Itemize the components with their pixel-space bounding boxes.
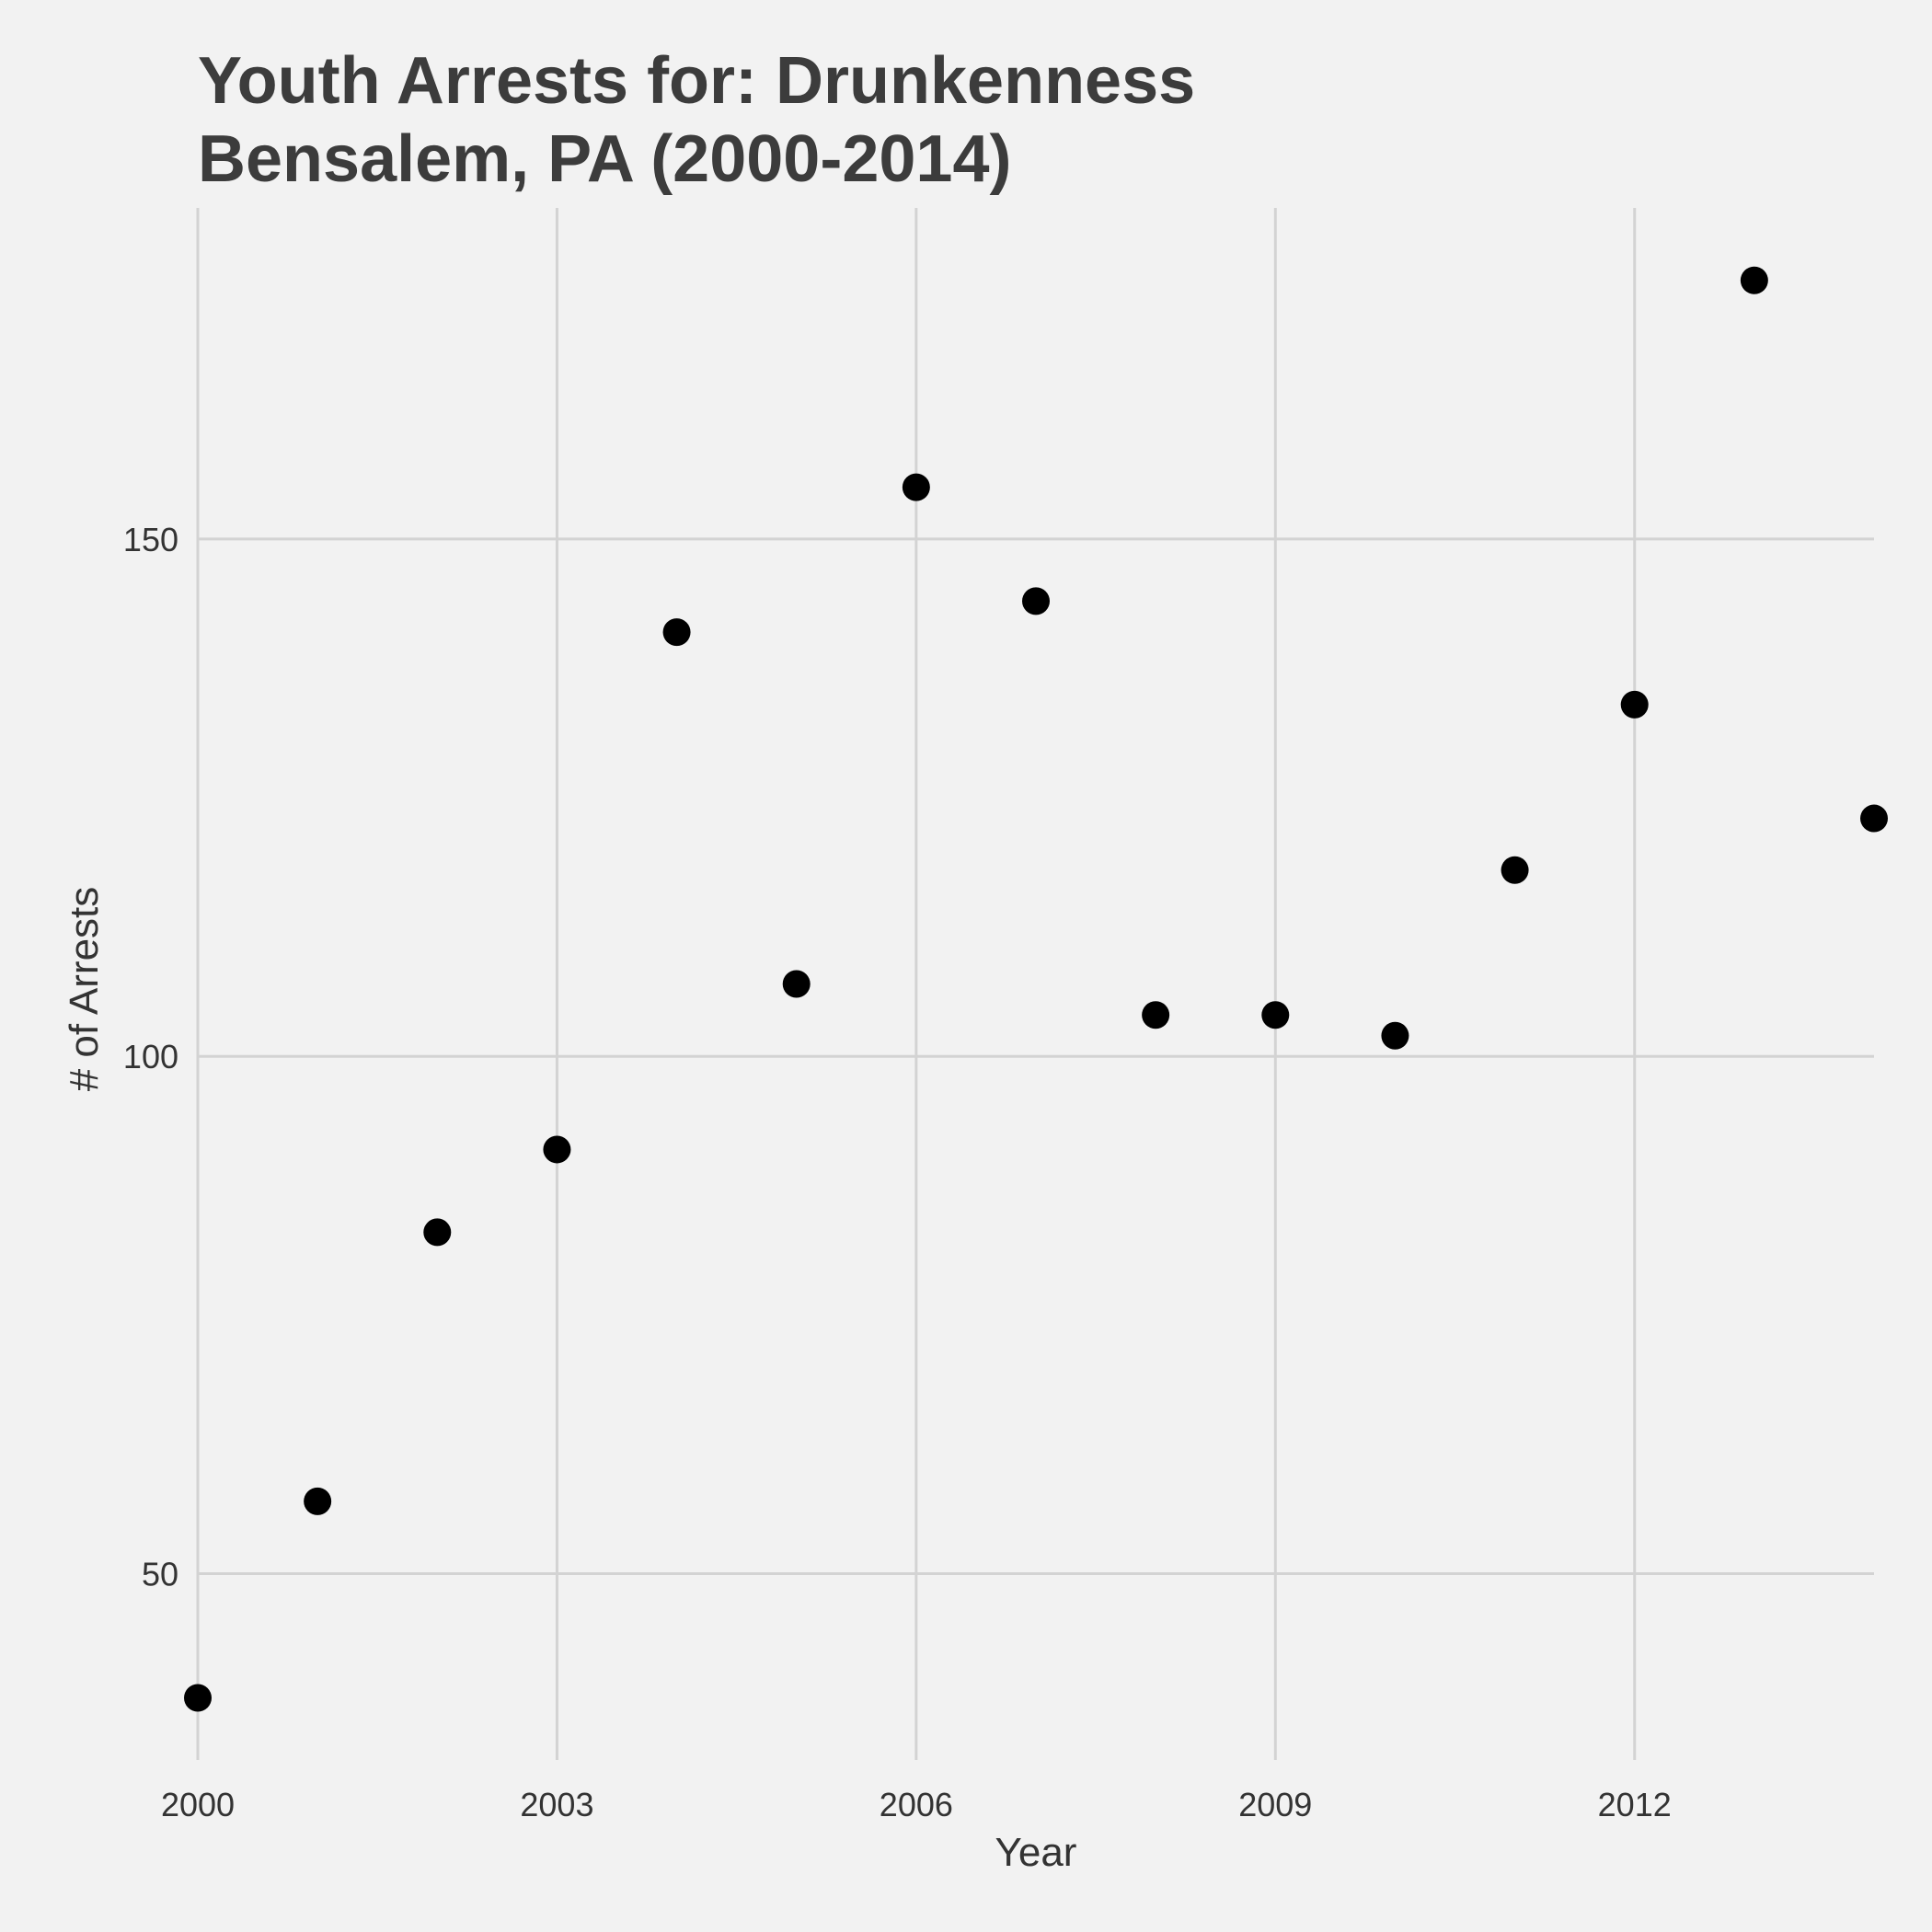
data-point-2006 (902, 473, 930, 501)
data-point-2012 (1620, 690, 1649, 719)
data-point-2010 (1381, 1021, 1409, 1050)
x-tick-label-2003: 2003 (520, 1786, 593, 1823)
data-point-2001 (304, 1487, 332, 1515)
data-point-2002 (423, 1218, 452, 1247)
data-point-2013 (1740, 266, 1768, 294)
data-point-2009 (1261, 1001, 1290, 1029)
y-tick-label-50: 50 (142, 1556, 178, 1593)
data-point-2003 (543, 1135, 571, 1164)
y-axis-ticks: 50 100 150 (123, 521, 178, 1593)
data-point-2011 (1501, 856, 1529, 884)
y-axis-title: # of Arrests (62, 887, 107, 1092)
grid (196, 208, 1874, 1760)
x-axis-title: Year (995, 1830, 1077, 1875)
x-tick-label-2012: 2012 (1598, 1786, 1672, 1823)
chart-title-line-2: Bensalem, PA (2000-2014) (198, 122, 1011, 196)
data-point-2000 (184, 1684, 212, 1712)
y-tick-label-150: 150 (123, 521, 178, 558)
data-point-2008 (1142, 1001, 1170, 1029)
data-point-2014 (1860, 804, 1888, 833)
data-point-2005 (782, 970, 811, 998)
x-axis-ticks: 2000 2003 2006 2009 2012 (161, 1786, 1672, 1823)
data-point-2004 (662, 618, 691, 647)
y-tick-label-100: 100 (123, 1038, 178, 1075)
chart-title-line-1: Youth Arrests for: Drunkenness (198, 44, 1195, 118)
x-tick-label-2006: 2006 (880, 1786, 953, 1823)
data-points (184, 266, 1888, 1712)
x-tick-label-2000: 2000 (161, 1786, 235, 1823)
data-point-2007 (1022, 587, 1050, 615)
x-tick-label-2009: 2009 (1238, 1786, 1312, 1823)
